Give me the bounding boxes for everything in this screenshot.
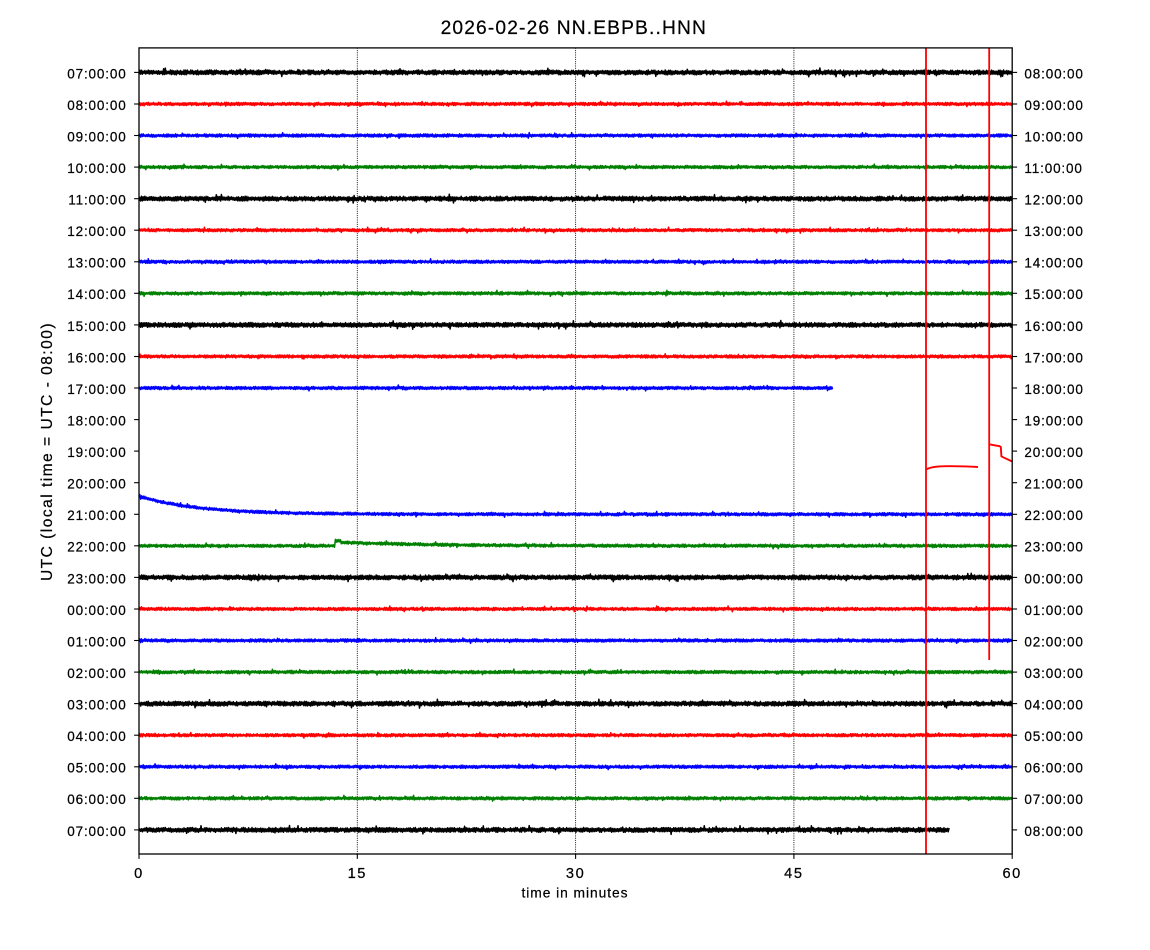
svg-text:06:00:00: 06:00:00 [1024,761,1083,776]
svg-text:11:00:00: 11:00:00 [68,193,126,208]
svg-text:00:00:00: 00:00:00 [67,603,126,618]
svg-text:15:00:00: 15:00:00 [1024,287,1083,302]
svg-text:60: 60 [1002,866,1021,882]
svg-text:time in minutes: time in minutes [521,885,628,900]
svg-text:05:00:00: 05:00:00 [67,761,126,776]
svg-text:07:00:00: 07:00:00 [67,824,126,839]
svg-text:12:00:00: 12:00:00 [67,224,126,239]
svg-text:06:00:00: 06:00:00 [67,792,126,807]
svg-text:23:00:00: 23:00:00 [1024,540,1083,555]
svg-text:09:00:00: 09:00:00 [1024,98,1083,113]
svg-text:02:00:00: 02:00:00 [1024,634,1083,649]
svg-text:00:00:00: 00:00:00 [1024,571,1083,586]
svg-text:22:00:00: 22:00:00 [1024,508,1083,523]
svg-text:15:00:00: 15:00:00 [67,319,126,334]
svg-text:16:00:00: 16:00:00 [67,350,126,365]
svg-text:07:00:00: 07:00:00 [1024,792,1083,807]
svg-text:19:00:00: 19:00:00 [1024,414,1083,429]
svg-text:0: 0 [134,866,144,882]
svg-text:01:00:00: 01:00:00 [67,634,126,649]
svg-text:45: 45 [784,866,803,882]
svg-text:14:00:00: 14:00:00 [67,287,126,302]
svg-text:02:00:00: 02:00:00 [67,666,126,681]
svg-text:19:00:00: 19:00:00 [67,445,126,460]
svg-text:20:00:00: 20:00:00 [67,477,126,492]
svg-text:03:00:00: 03:00:00 [1024,666,1083,681]
svg-text:21:00:00: 21:00:00 [1024,477,1083,492]
svg-text:23:00:00: 23:00:00 [67,571,126,586]
svg-text:03:00:00: 03:00:00 [67,698,126,713]
svg-text:18:00:00: 18:00:00 [67,414,126,429]
svg-text:12:00:00: 12:00:00 [1024,193,1083,208]
svg-text:13:00:00: 13:00:00 [1024,224,1083,239]
svg-text:2026-02-26 NN.EBPB..HNN: 2026-02-26 NN.EBPB..HNN [441,18,707,39]
svg-text:16:00:00: 16:00:00 [1024,319,1083,334]
svg-text:14:00:00: 14:00:00 [1024,256,1083,271]
svg-text:13:00:00: 13:00:00 [67,256,126,271]
svg-text:15: 15 [348,866,367,882]
svg-text:30: 30 [566,866,585,882]
svg-text:04:00:00: 04:00:00 [67,729,126,744]
svg-text:08:00:00: 08:00:00 [1024,66,1083,81]
svg-text:08:00:00: 08:00:00 [67,98,126,113]
svg-text:20:00:00: 20:00:00 [1024,445,1083,460]
svg-text:09:00:00: 09:00:00 [67,129,126,144]
svg-text:22:00:00: 22:00:00 [67,540,126,555]
svg-text:07:00:00: 07:00:00 [67,66,126,81]
svg-text:01:00:00: 01:00:00 [1024,603,1083,618]
svg-text:17:00:00: 17:00:00 [67,382,126,397]
svg-text:10:00:00: 10:00:00 [1024,129,1083,144]
svg-text:05:00:00: 05:00:00 [1024,729,1083,744]
svg-text:11:00:00: 11:00:00 [1024,161,1082,176]
svg-text:UTC (local time = UTC - 08:00): UTC (local time = UTC - 08:00) [39,322,56,581]
svg-text:04:00:00: 04:00:00 [1024,698,1083,713]
svg-text:10:00:00: 10:00:00 [67,161,126,176]
svg-text:17:00:00: 17:00:00 [1024,350,1083,365]
svg-text:08:00:00: 08:00:00 [1024,824,1083,839]
svg-text:21:00:00: 21:00:00 [67,508,126,523]
svg-text:18:00:00: 18:00:00 [1024,382,1083,397]
